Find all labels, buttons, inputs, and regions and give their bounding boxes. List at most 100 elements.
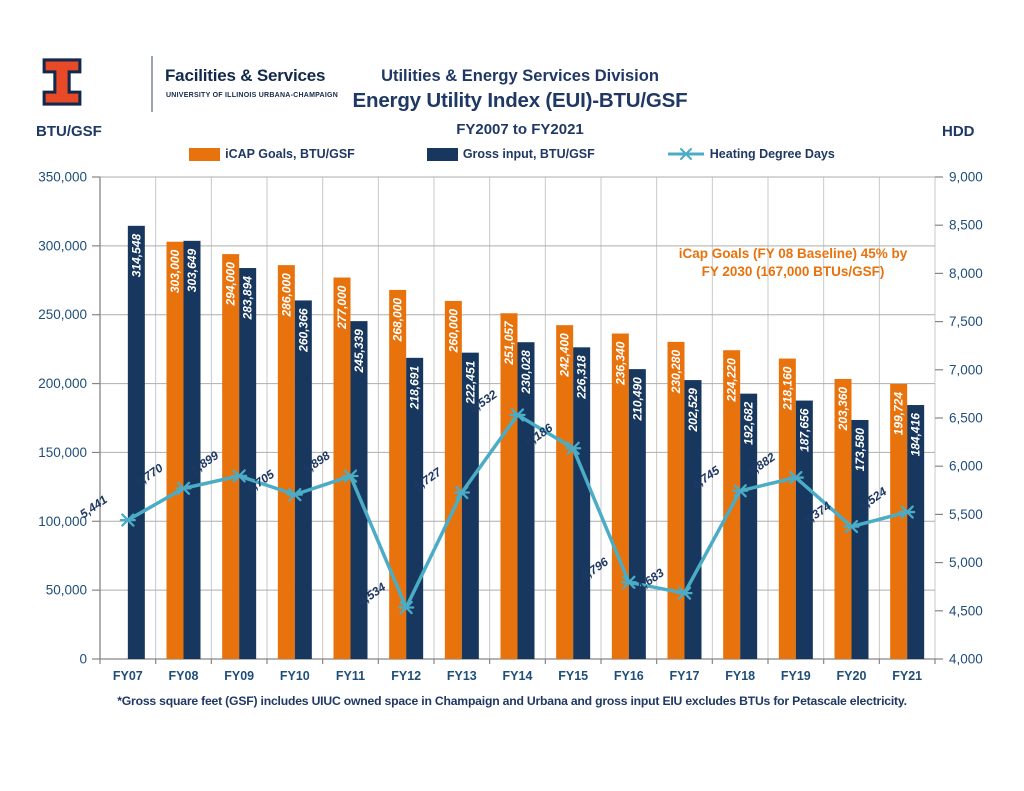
- bar-label-gross-FY15: 226,318: [575, 355, 589, 400]
- hdd-marker-FY08: [175, 481, 192, 496]
- bar-label-icap-FY18: 224,220: [725, 358, 739, 403]
- hdd-marker-FY10: [286, 487, 303, 502]
- bar-gross-FY21: [907, 405, 925, 659]
- bar-icap-FY11: [333, 277, 351, 659]
- x-axis-label-FY12: FY12: [391, 669, 421, 683]
- bar-label-icap-FY15: 242,400: [558, 333, 572, 378]
- left-axis-tick-label: 300,000: [38, 238, 87, 253]
- bar-label-gross-FY07: 314,548: [129, 234, 143, 278]
- bar-label-icap-FY12: 268,000: [391, 298, 405, 343]
- left-axis-tick-label: 0: [79, 652, 87, 667]
- legend-label-hdd: Heating Degree Days: [709, 147, 835, 161]
- chart-subtitle: FY2007 to FY2021: [456, 121, 584, 138]
- hdd-marker-FY18: [732, 484, 749, 498]
- right-axis-tick-label: 7,000: [949, 362, 983, 377]
- x-axis-label-FY17: FY17: [670, 669, 700, 683]
- x-axis-label-FY10: FY10: [280, 669, 310, 683]
- left-axis-tick-label: 50,000: [46, 583, 87, 598]
- bar-label-gross-FY13: 222,451: [463, 360, 477, 405]
- bar-icap-FY15: [556, 325, 574, 659]
- bar-icap-FY19: [778, 358, 796, 659]
- hdd-label-FY07: 5,441: [77, 492, 110, 521]
- bar-label-gross-FY21: 184,416: [909, 413, 923, 457]
- x-axis-label-FY13: FY13: [447, 669, 477, 683]
- legend-item-icap: iCAP Goals, BTU/GSF: [189, 147, 355, 161]
- x-axis-label-FY20: FY20: [837, 669, 867, 683]
- icap-goals-swatch: [189, 147, 221, 161]
- legend-item-gross: Gross input, BTU/GSF: [426, 147, 595, 161]
- left-axis-tick-label: 200,000: [38, 376, 87, 391]
- annotation-line2: FY 2030 (167,000 BTUs/GSF): [701, 264, 885, 279]
- bar-icap-FY21: [890, 383, 908, 659]
- x-axis-label-FY07: FY07: [113, 669, 143, 683]
- icap-goal-annotation: iCap Goals (FY 08 Baseline) 45% by FY 20…: [628, 245, 958, 281]
- bar-gross-FY20: [851, 419, 869, 659]
- x-axis-label-FY19: FY19: [781, 669, 811, 683]
- hdd-marker-FY16: [620, 575, 637, 589]
- legend-label-gross: Gross input, BTU/GSF: [462, 147, 595, 161]
- x-axis-label-FY16: FY16: [614, 669, 644, 683]
- x-axis-label-FY08: FY08: [169, 669, 199, 683]
- bar-label-icap-FY08: 303,000: [168, 249, 182, 293]
- bar-gross-FY09: [239, 268, 257, 659]
- right-axis-title: HDD: [942, 123, 975, 140]
- right-axis-tick-label: 6,000: [949, 459, 983, 474]
- bar-icap-FY09: [222, 254, 240, 659]
- hdd-marker-FY17: [676, 586, 693, 600]
- right-axis-tick-label: 9,000: [949, 170, 983, 185]
- hdd-marker-FY19: [787, 470, 804, 485]
- bar-label-icap-FY13: 260,000: [446, 309, 460, 354]
- x-axis-label-FY14: FY14: [503, 669, 533, 683]
- legend-label-icap: iCAP Goals, BTU/GSF: [225, 147, 355, 161]
- bar-label-gross-FY19: 187,656: [797, 408, 811, 452]
- hdd-marker-FY12: [398, 600, 415, 615]
- x-axis-label-FY15: FY15: [558, 669, 588, 683]
- bar-gross-FY11: [350, 321, 368, 659]
- bar-icap-FY08: [166, 241, 184, 659]
- left-axis-tick-label: 350,000: [38, 170, 87, 185]
- bar-icap-FY14: [500, 313, 518, 659]
- right-axis-tick-label: 7,500: [949, 314, 983, 329]
- bar-label-icap-FY19: 218,160: [780, 366, 794, 411]
- right-axis-tick-label: 4,500: [949, 603, 983, 618]
- hdd-line-marker-icon: [667, 148, 704, 160]
- hdd-marker-FY07: [119, 513, 136, 527]
- bar-label-icap-FY16: 236,340: [613, 341, 627, 386]
- bar-label-gross-FY08: 303,649: [185, 249, 199, 293]
- bar-label-icap-FY11: 277,000: [335, 285, 349, 330]
- right-axis-tick-label: 6,500: [949, 411, 983, 426]
- left-axis-tick-label: 100,000: [38, 514, 87, 529]
- bar-label-gross-FY11: 245,339: [352, 329, 366, 374]
- logo-wordmark: Facilities & Services: [165, 66, 326, 85]
- left-axis-tick-label: 250,000: [38, 307, 87, 322]
- bar-label-gross-FY12: 218,691: [408, 366, 422, 411]
- x-axis-label-FY11: FY11: [336, 669, 365, 683]
- bar-label-gross-FY10: 260,366: [296, 308, 310, 353]
- bar-gross-FY08: [183, 240, 201, 659]
- bar-icap-FY17: [667, 341, 685, 659]
- hdd-marker-FY15: [565, 441, 582, 455]
- bar-icap-FY10: [277, 265, 295, 659]
- right-axis-tick-label: 8,000: [949, 266, 983, 281]
- annotation-line1: iCap Goals (FY 08 Baseline) 45% by: [678, 246, 908, 261]
- hdd-marker-FY20: [843, 519, 860, 534]
- bar-label-gross-FY14: 230,028: [519, 350, 533, 395]
- bar-label-icap-FY17: 230,280: [669, 350, 683, 395]
- illinois-block-i-icon: [42, 58, 82, 106]
- right-axis-tick-label: 4,000: [949, 652, 983, 667]
- legend: iCAP Goals, BTU/GSF Gross input, BTU/GSF…: [0, 147, 1024, 161]
- bar-gross-FY18: [740, 393, 758, 659]
- bar-label-icap-FY10: 286,000: [279, 273, 293, 318]
- x-axis-label-FY18: FY18: [725, 669, 755, 683]
- bar-label-gross-FY16: 210,490: [630, 377, 644, 422]
- gross-input-swatch: [426, 147, 458, 161]
- bar-icap-FY13: [444, 300, 462, 659]
- hdd-marker-FY13: [453, 485, 470, 500]
- bar-label-icap-FY20: 203,360: [836, 387, 850, 432]
- bar-gross-FY07: [127, 225, 145, 660]
- x-axis-label-FY09: FY09: [224, 669, 254, 683]
- bar-gross-FY19: [795, 400, 813, 659]
- hdd-marker-FY11: [342, 469, 359, 483]
- logo-divider: [151, 56, 153, 112]
- logo-subtext: UNIVERSITY OF ILLINOIS URBANA-CHAMPAIGN: [166, 92, 339, 99]
